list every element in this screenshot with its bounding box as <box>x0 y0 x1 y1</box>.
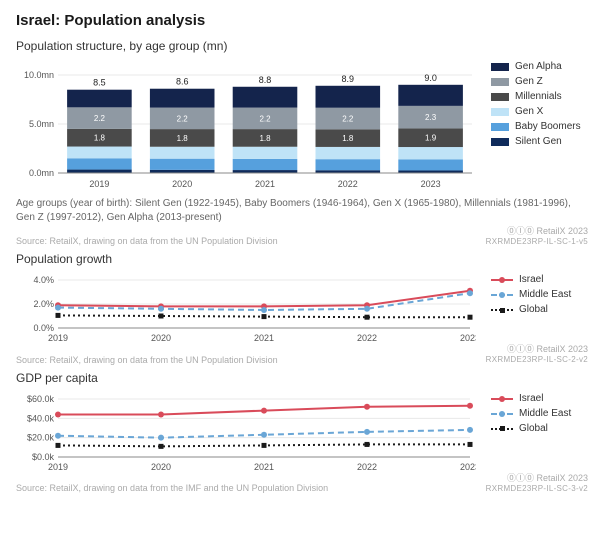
svg-text:2020: 2020 <box>172 179 192 189</box>
legend-item: Silent Gen <box>491 136 588 148</box>
growth-attrib: ⓪Ⓘ⓪ RetailX 2023 RXRMDE23RP-IL-SC-2-v2 <box>486 344 588 364</box>
svg-text:5.0mn: 5.0mn <box>29 119 54 129</box>
svg-text:1.8: 1.8 <box>259 134 271 143</box>
growth-subtitle: Population growth <box>16 252 588 266</box>
stacked-legend: Gen Alpha Gen Z Millennials Gen X Baby Boome… <box>483 61 588 151</box>
svg-text:2019: 2019 <box>48 462 68 472</box>
legend-item: Middle East <box>491 408 588 420</box>
svg-text:2021: 2021 <box>255 179 275 189</box>
legend-item: Israel <box>491 274 588 286</box>
svg-text:2022: 2022 <box>357 462 377 472</box>
legend-item: Baby Boomers <box>491 121 588 133</box>
stacked-footnote: Age groups (year of birth): Silent Gen (… <box>16 197 588 224</box>
svg-text:2021: 2021 <box>254 462 274 472</box>
svg-text:10.0mn: 10.0mn <box>24 70 54 80</box>
gdp-chart: $0.0k $20.0k $40.0k $60.0k 2019 2020 2021 2022 2… <box>16 393 483 473</box>
svg-text:2022: 2022 <box>338 179 358 189</box>
gdp-subtitle: GDP per capita <box>16 371 588 385</box>
svg-text:1.8: 1.8 <box>94 134 106 143</box>
svg-text:2023: 2023 <box>421 179 441 189</box>
svg-text:2019: 2019 <box>89 179 109 189</box>
svg-text:0.0%: 0.0% <box>33 323 54 333</box>
svg-text:8.6: 8.6 <box>176 77 189 87</box>
svg-text:$40.0k: $40.0k <box>27 413 55 423</box>
legend-item: Millennials <box>491 91 588 103</box>
svg-text:8.9: 8.9 <box>342 74 355 84</box>
svg-text:2.2: 2.2 <box>342 115 354 124</box>
svg-text:2.3: 2.3 <box>425 113 437 122</box>
stacked-source: Source: RetailX, drawing on data from th… <box>16 236 278 246</box>
svg-text:9.0: 9.0 <box>424 73 437 83</box>
page-title: Israel: Population analysis <box>16 12 588 29</box>
growth-source: Source: RetailX, drawing on data from th… <box>16 355 278 365</box>
svg-text:8.8: 8.8 <box>259 75 272 85</box>
svg-text:4.0%: 4.0% <box>33 275 54 285</box>
stacked-attrib: ⓪Ⓘ⓪ RetailX 2023 RXRMDE23RP-IL-SC-1-v5 <box>486 226 588 246</box>
legend-item: Gen Z <box>491 76 588 88</box>
legend-item: Israel <box>491 393 588 405</box>
svg-text:2023: 2023 <box>460 333 476 343</box>
svg-text:2.0%: 2.0% <box>33 299 54 309</box>
svg-text:2020: 2020 <box>151 462 171 472</box>
legend-item: Gen X <box>491 106 588 118</box>
svg-text:2020: 2020 <box>151 333 171 343</box>
svg-text:1.9: 1.9 <box>425 134 437 143</box>
svg-text:2021: 2021 <box>254 333 274 343</box>
svg-text:$0.0k: $0.0k <box>32 452 55 462</box>
stacked-chart: 0.0mn 5.0mn 10.0mn 1.8 2.2 8.5 2019 1.8 2.2 8.6 20… <box>16 61 483 191</box>
svg-text:8.5: 8.5 <box>93 78 106 88</box>
svg-text:2.2: 2.2 <box>94 114 106 123</box>
svg-text:2019: 2019 <box>48 333 68 343</box>
legend-item: Middle East <box>491 289 588 301</box>
legend-item: Global <box>491 423 588 435</box>
gdp-source: Source: RetailX, drawing on data from th… <box>16 483 328 493</box>
svg-text:$60.0k: $60.0k <box>27 394 55 404</box>
legend-item: Global <box>491 304 588 316</box>
svg-text:2022: 2022 <box>357 333 377 343</box>
gdp-attrib: ⓪Ⓘ⓪ RetailX 2023 RXRMDE23RP-IL-SC-3-v2 <box>486 473 588 493</box>
svg-text:2023: 2023 <box>460 462 476 472</box>
stacked-subtitle: Population structure, by age group (mn) <box>16 39 588 53</box>
legend-item: Gen Alpha <box>491 61 588 73</box>
gdp-legend: Israel Middle East Global <box>483 393 588 438</box>
svg-text:$20.0k: $20.0k <box>27 432 55 442</box>
svg-text:1.8: 1.8 <box>177 134 189 143</box>
growth-legend: Israel Middle East Global <box>483 274 588 319</box>
svg-text:2.2: 2.2 <box>177 114 189 123</box>
svg-text:1.8: 1.8 <box>342 134 354 143</box>
svg-text:2.2: 2.2 <box>259 114 271 123</box>
svg-text:0.0mn: 0.0mn <box>29 168 54 178</box>
growth-chart: 0.0% 2.0% 4.0% 2019 2020 2021 2022 2023 <box>16 274 483 344</box>
